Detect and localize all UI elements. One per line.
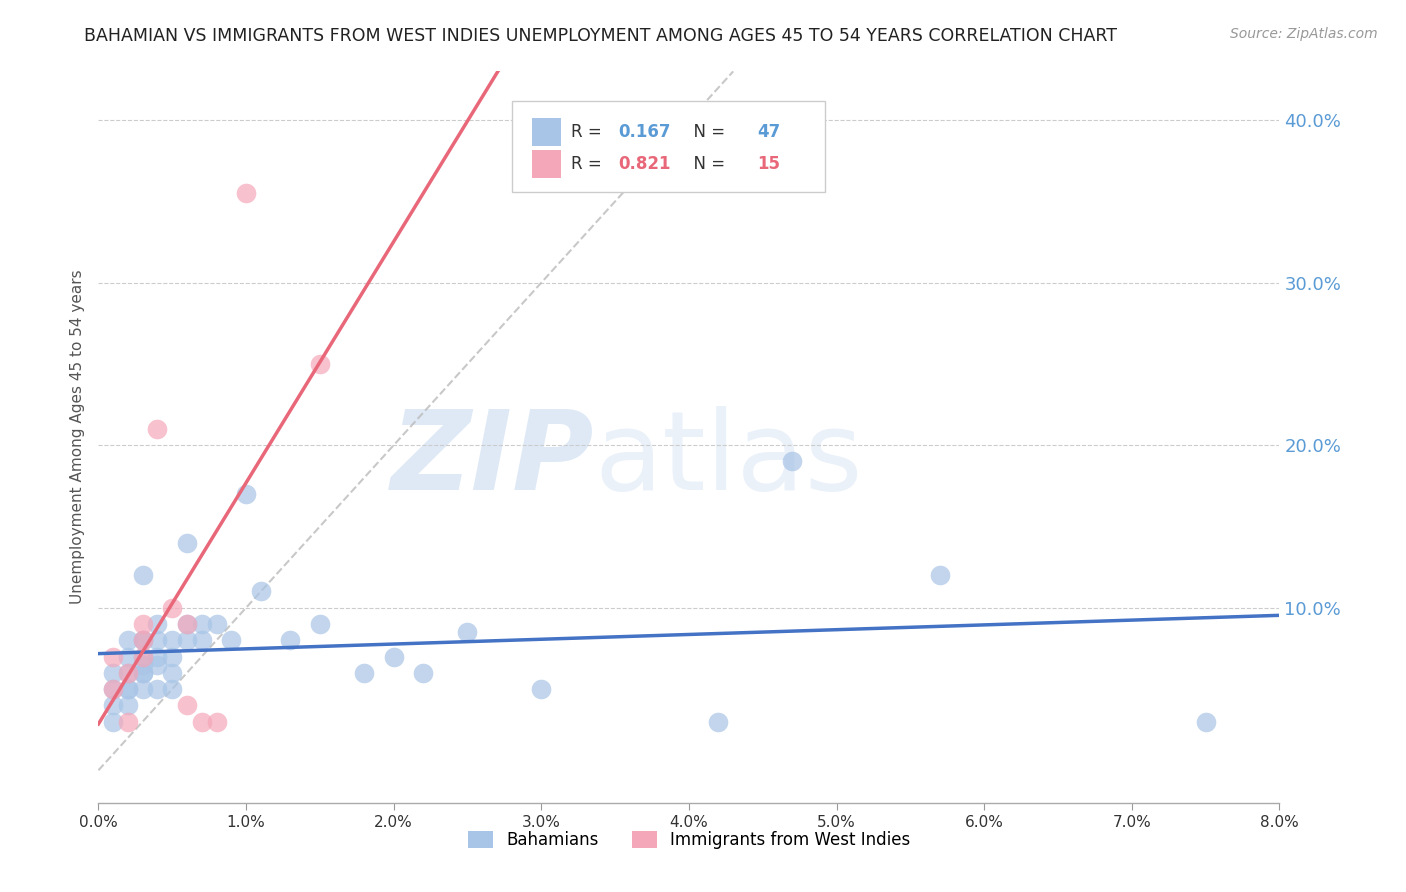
Point: [309, 617, 332, 632]
Point: [132, 681, 155, 696]
Point: [707, 714, 730, 729]
Point: [103, 681, 125, 696]
Point: [117, 714, 139, 729]
Point: [117, 681, 139, 696]
Point: [309, 357, 332, 371]
Text: BAHAMIAN VS IMMIGRANTS FROM WEST INDIES UNEMPLOYMENT AMONG AGES 45 TO 54 YEARS C: BAHAMIAN VS IMMIGRANTS FROM WEST INDIES …: [84, 27, 1118, 45]
Point: [132, 665, 155, 680]
Point: [176, 617, 198, 632]
Point: [103, 649, 125, 664]
Point: [132, 568, 155, 582]
Point: [146, 422, 169, 436]
Point: [530, 681, 553, 696]
Point: [782, 454, 804, 468]
Point: [162, 649, 183, 664]
Point: [117, 698, 139, 713]
Point: [132, 665, 155, 680]
Point: [929, 568, 952, 582]
Point: [457, 625, 479, 640]
Point: [176, 535, 198, 549]
Text: R =: R =: [571, 123, 607, 141]
Point: [1195, 714, 1218, 729]
Point: [382, 649, 405, 664]
Y-axis label: Unemployment Among Ages 45 to 54 years: Unemployment Among Ages 45 to 54 years: [69, 269, 84, 605]
Text: Source: ZipAtlas.com: Source: ZipAtlas.com: [1230, 27, 1378, 41]
Point: [205, 714, 228, 729]
Point: [103, 698, 125, 713]
Text: N =: N =: [683, 155, 730, 173]
Point: [132, 633, 155, 648]
Point: [132, 657, 155, 672]
Point: [146, 617, 169, 632]
Point: [162, 681, 183, 696]
Point: [176, 617, 198, 632]
Point: [146, 681, 169, 696]
Point: [117, 681, 139, 696]
Point: [162, 633, 183, 648]
Point: [191, 617, 214, 632]
Point: [176, 633, 198, 648]
Point: [353, 665, 375, 680]
Point: [250, 584, 273, 599]
Point: [162, 665, 183, 680]
Point: [176, 698, 198, 713]
Point: [132, 649, 155, 664]
Point: [205, 617, 228, 632]
Text: 0.821: 0.821: [619, 155, 671, 173]
Point: [103, 665, 125, 680]
Text: N =: N =: [683, 123, 730, 141]
Point: [117, 649, 139, 664]
Point: [103, 714, 125, 729]
Text: atlas: atlas: [595, 406, 863, 513]
Point: [235, 186, 257, 201]
Text: 47: 47: [758, 123, 780, 141]
FancyBboxPatch shape: [512, 101, 825, 192]
Point: [280, 633, 302, 648]
Point: [117, 633, 139, 648]
Point: [146, 649, 169, 664]
Text: 0.167: 0.167: [619, 123, 671, 141]
Point: [221, 633, 243, 648]
Point: [191, 633, 214, 648]
Point: [132, 633, 155, 648]
Point: [412, 665, 434, 680]
Text: ZIP: ZIP: [391, 406, 595, 513]
FancyBboxPatch shape: [531, 151, 561, 178]
Point: [117, 665, 139, 680]
Point: [146, 657, 169, 672]
Point: [103, 681, 125, 696]
Point: [191, 714, 214, 729]
Point: [132, 633, 155, 648]
Text: 15: 15: [758, 155, 780, 173]
Point: [132, 649, 155, 664]
Point: [235, 487, 257, 501]
Legend: Bahamians, Immigrants from West Indies: Bahamians, Immigrants from West Indies: [468, 831, 910, 849]
Text: R =: R =: [571, 155, 607, 173]
Point: [117, 665, 139, 680]
Point: [146, 633, 169, 648]
Point: [132, 617, 155, 632]
FancyBboxPatch shape: [531, 118, 561, 146]
Point: [162, 600, 183, 615]
